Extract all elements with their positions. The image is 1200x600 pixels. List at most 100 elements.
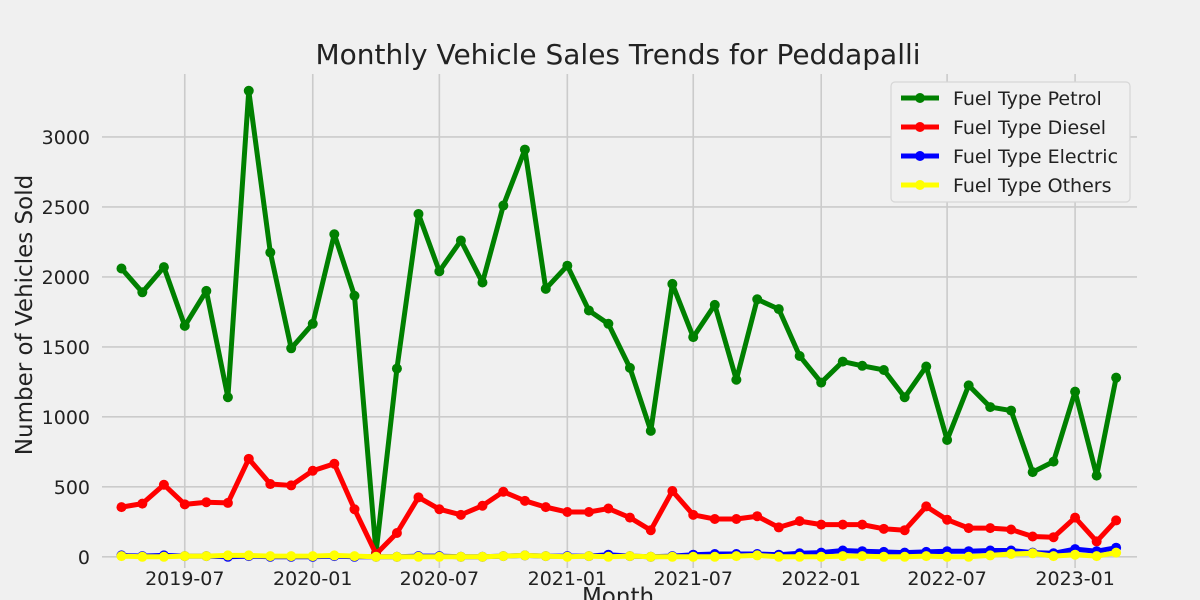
- legend-label: Fuel Type Petrol: [953, 88, 1102, 110]
- data-point: [391, 551, 402, 562]
- data-point: [688, 551, 699, 562]
- data-point: [265, 247, 276, 258]
- data-point: [222, 497, 233, 508]
- y-tick-label: 3000: [42, 127, 90, 149]
- legend-item: Fuel Type Petrol: [901, 88, 1102, 110]
- data-point: [434, 551, 445, 562]
- tick-labels: 0 500 1000 1500 2000 2500 3000 2019-07 2020-01 20…: [42, 127, 1115, 590]
- series-fuel-type-diesel: [116, 453, 1122, 560]
- x-axis-label: Month: [582, 584, 654, 600]
- data-point: [752, 550, 763, 561]
- data-point: [857, 360, 868, 371]
- x-tick-label: 2020-07: [400, 568, 479, 590]
- legend-box: [890, 81, 1131, 203]
- x-tick-label: 2021-01: [528, 568, 607, 590]
- data-point: [709, 299, 720, 310]
- data-point: [1111, 515, 1122, 526]
- data-point: [201, 551, 212, 562]
- y-tick-label: 2000: [42, 267, 90, 289]
- data-point: [158, 551, 169, 562]
- data-point: [603, 503, 614, 514]
- data-point: [1091, 470, 1102, 481]
- data-point: [1048, 532, 1059, 543]
- data-point: [624, 362, 635, 373]
- x-tick-label: 2022-01: [782, 568, 861, 590]
- data-point: [477, 551, 488, 562]
- data-point: [455, 551, 466, 562]
- data-point: [137, 498, 148, 509]
- legend-label: Fuel Type Others: [953, 175, 1111, 197]
- data-point: [1027, 467, 1038, 478]
- data-point: [562, 260, 573, 271]
- data-point: [413, 492, 424, 503]
- data-point: [1006, 549, 1017, 560]
- data-point: [878, 364, 889, 375]
- data-point: [899, 392, 910, 403]
- data-point: [985, 523, 996, 534]
- y-tick-label: 1500: [42, 337, 90, 359]
- data-point: [1111, 372, 1122, 383]
- data-point: [1027, 548, 1038, 559]
- data-point: [963, 551, 974, 562]
- data-point: [837, 356, 848, 367]
- data-point: [921, 501, 932, 512]
- data-point: [307, 465, 318, 476]
- data-point: [498, 551, 509, 562]
- data-point: [794, 551, 805, 562]
- data-point: [179, 320, 190, 331]
- data-point: [1070, 386, 1081, 397]
- x-tick-label: 2019-07: [145, 568, 224, 590]
- data-point: [540, 551, 551, 562]
- data-point: [116, 263, 127, 274]
- data-point: [1091, 536, 1102, 547]
- data-point: [709, 514, 720, 525]
- data-point: [349, 504, 360, 515]
- data-point: [942, 551, 953, 562]
- data-point: [645, 425, 656, 436]
- data-point: [603, 318, 614, 329]
- data-point: [688, 332, 699, 343]
- legend-label: Fuel Type Electric: [953, 146, 1118, 168]
- data-point: [329, 458, 340, 469]
- data-point: [603, 551, 614, 562]
- data-point: [816, 551, 827, 562]
- data-point: [137, 551, 148, 562]
- data-point: [540, 502, 551, 513]
- data-point: [137, 287, 148, 298]
- data-point: [116, 551, 127, 562]
- data-point: [158, 479, 169, 490]
- data-point: [201, 285, 212, 296]
- data-point: [837, 551, 848, 562]
- data-point: [667, 486, 678, 497]
- data-point: [985, 402, 996, 413]
- data-point: [773, 551, 784, 562]
- data-point: [985, 550, 996, 561]
- data-point: [434, 504, 445, 515]
- data-point: [391, 363, 402, 374]
- data-point: [265, 551, 276, 562]
- data-point: [179, 551, 190, 562]
- data-point: [857, 551, 868, 562]
- series-fuel-type-petrol: [116, 85, 1122, 558]
- data-point: [583, 305, 594, 316]
- x-tick-label: 2020-01: [273, 568, 352, 590]
- legend-marker: [915, 93, 925, 103]
- data-point: [645, 551, 656, 562]
- data-point: [837, 519, 848, 530]
- data-point: [519, 495, 530, 506]
- data-point: [878, 551, 889, 562]
- data-point: [645, 525, 656, 536]
- data-point: [307, 551, 318, 562]
- data-point: [434, 266, 445, 277]
- chart-title: Monthly Vehicle Sales Trends for Peddapa…: [315, 38, 920, 71]
- data-point: [519, 550, 530, 561]
- data-point: [391, 528, 402, 539]
- data-point: [158, 262, 169, 273]
- y-axis-label: Number of Vehicles Sold: [12, 175, 38, 455]
- data-point: [942, 434, 953, 445]
- grid-lines: [102, 74, 1137, 568]
- x-tick-label: 2022-07: [907, 568, 986, 590]
- data-point: [286, 343, 297, 354]
- data-point: [455, 235, 466, 246]
